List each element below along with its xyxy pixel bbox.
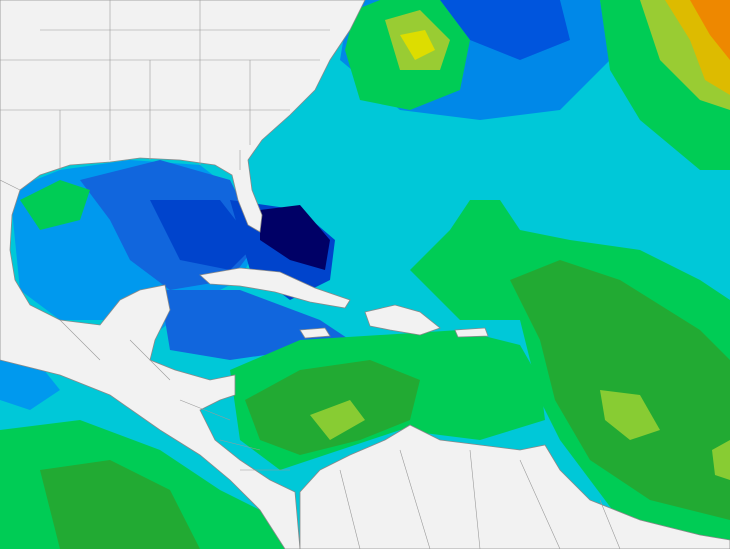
borders	[0, 0, 621, 549]
land-cuba	[199, 267, 351, 309]
wave-field-lightblue	[0, 360, 60, 410]
land-south-america	[299, 424, 730, 549]
land-hispaniola	[364, 304, 441, 336]
wave-field-navy	[260, 205, 330, 270]
wave-field-darkgreen	[510, 260, 730, 520]
wave-field-darkgreen	[40, 460, 200, 549]
land-puerto-rico	[454, 327, 489, 338]
land-jamaica	[299, 327, 331, 339]
wave-field-yellow	[400, 30, 435, 60]
land-north-america	[0, 0, 366, 549]
wave-field-yellowgreen	[712, 440, 730, 480]
wave-field-green	[20, 180, 90, 230]
wave-field-yellowgreen	[310, 400, 365, 440]
wave-field-darkblue	[440, 0, 570, 60]
wave-field-yellowgreen	[600, 390, 660, 440]
wave-field-darkblue	[150, 200, 255, 270]
wave-field-orange	[690, 0, 730, 60]
